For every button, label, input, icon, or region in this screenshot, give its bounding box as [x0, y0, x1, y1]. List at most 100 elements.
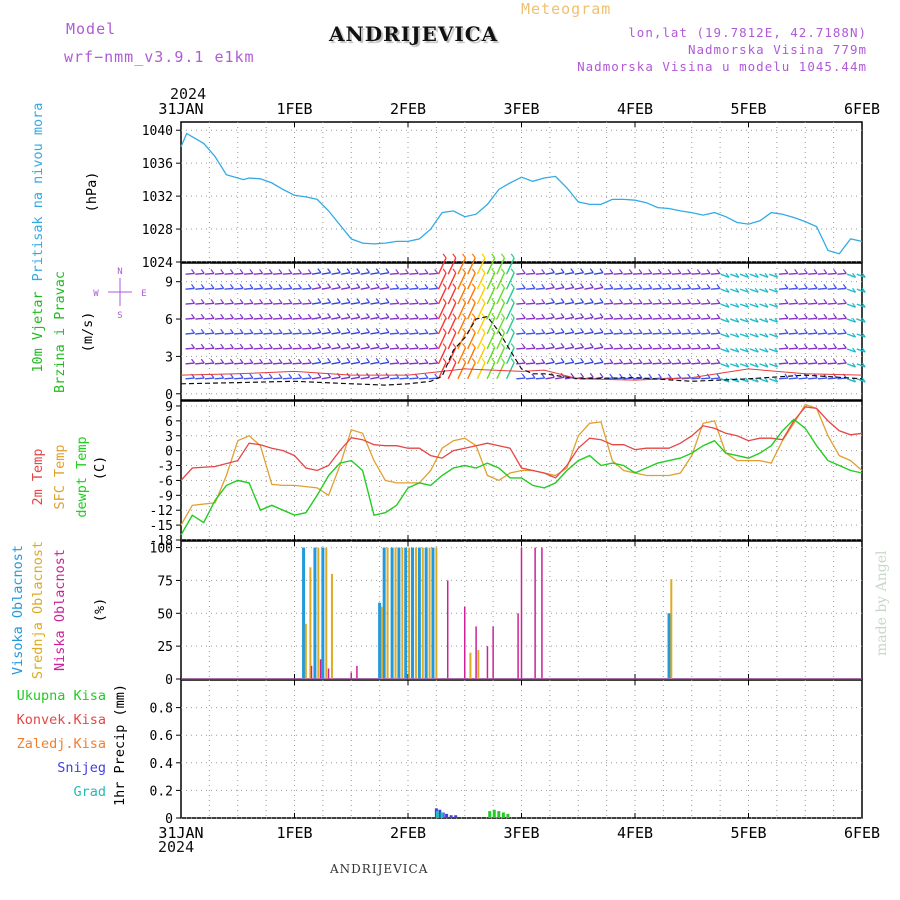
wind-barb	[195, 272, 205, 275]
wind-barb	[467, 287, 476, 305]
wind-barb-tick	[677, 358, 682, 364]
wind-barb-tick	[288, 373, 293, 379]
wind-barb-tick	[541, 313, 546, 319]
wind-barb	[447, 302, 457, 320]
wind-barb	[701, 302, 711, 305]
wind-barb-tick	[599, 268, 604, 274]
y-tick-label: 9	[165, 400, 173, 415]
wind-barb	[273, 302, 283, 305]
wind-barb	[379, 376, 390, 380]
mid-cloud-bar	[380, 606, 383, 679]
wind-barb-tick	[842, 298, 847, 304]
wind-barb-tick	[677, 343, 682, 349]
wind-barb	[535, 332, 545, 335]
dewpt-ylabel: dewpt Temp	[74, 436, 90, 517]
wind-barb	[545, 301, 555, 305]
wind-barb-tick	[580, 357, 585, 363]
y-tick-label: 0.4	[150, 757, 174, 772]
wind-barb	[574, 301, 584, 305]
wind-barb	[769, 363, 778, 368]
wind-barb-tick	[852, 287, 857, 293]
wind-barb-tick	[471, 328, 476, 333]
wind-barb	[788, 272, 798, 275]
wind-barb-tick	[317, 372, 322, 378]
wind-barb	[808, 347, 818, 350]
wind-barb-tick	[745, 272, 750, 278]
y-tick-label: -9	[157, 489, 173, 504]
precip-bar	[488, 811, 492, 818]
wind-barb	[476, 272, 486, 290]
wind-barb-tick	[560, 357, 565, 363]
wind-barb-tick	[784, 313, 789, 319]
wind-barb-tick	[434, 269, 439, 274]
wind-barb-tick	[385, 313, 390, 318]
wind-barb	[584, 286, 594, 290]
wind-barb-tick	[589, 328, 594, 333]
wind-barb	[409, 362, 419, 365]
wind-barb	[516, 272, 526, 275]
wind-barb-tick	[823, 284, 828, 289]
wind-barb	[574, 346, 584, 350]
wind-barb	[613, 272, 623, 275]
wind-barb	[243, 272, 253, 275]
wind-barb-tick	[735, 362, 740, 368]
wind-barb-tick	[249, 313, 254, 319]
wind-barb	[837, 347, 847, 350]
wind-barb-tick	[531, 269, 536, 274]
wind-barb	[642, 287, 652, 290]
wind-barb	[632, 347, 643, 350]
wind-barb-tick	[550, 298, 555, 303]
wind-barb-tick	[638, 269, 643, 274]
wind-barb-tick	[745, 317, 750, 323]
wind-barb-tick	[434, 328, 439, 334]
wind-barb-tick	[375, 268, 380, 274]
high-cloud-bar	[431, 547, 435, 679]
high-cloud-bar	[382, 547, 386, 679]
wind-barb	[594, 361, 604, 365]
wind-barb	[856, 333, 866, 338]
wind-barb-tick	[861, 272, 866, 278]
wind-barb-tick	[599, 283, 604, 288]
low-cloud-bar	[350, 672, 352, 679]
wind-barb	[846, 333, 856, 338]
wind-barb	[234, 377, 244, 380]
wind-barb-tick	[229, 313, 234, 319]
wind-barb	[788, 347, 798, 350]
wind-barb-tick	[278, 358, 283, 364]
wind-barb	[856, 303, 866, 308]
wind-barb-tick	[628, 284, 633, 289]
wind-barb	[535, 362, 545, 365]
wind-barb	[370, 376, 380, 380]
mid-cloud-bar	[670, 579, 673, 679]
wind-barb	[720, 288, 730, 293]
wind-barb	[282, 332, 292, 335]
low-cloud-bar	[319, 659, 322, 679]
high-cloud-bar	[302, 547, 306, 679]
wind-barb	[778, 302, 789, 305]
wind-barb-tick	[424, 313, 429, 319]
wind-barb	[827, 287, 837, 290]
wind-barb	[662, 302, 672, 305]
wind-barb	[856, 288, 866, 293]
wind-barb	[282, 377, 292, 380]
wind-barb	[788, 287, 798, 290]
wind-barb	[360, 271, 370, 275]
wind-barb-tick	[784, 328, 789, 334]
wind-barb-tick	[657, 373, 662, 379]
wind-barb-tick	[619, 298, 624, 304]
wind-barb	[788, 332, 798, 335]
wind-barb-tick	[706, 343, 711, 349]
wind-barb-tick	[667, 284, 672, 289]
wind-barb-tick	[259, 343, 264, 349]
wind-barb-tick	[638, 284, 643, 289]
wind-barb-tick	[510, 253, 515, 259]
wind-barb-tick	[784, 343, 789, 349]
wind-barb	[399, 377, 409, 380]
wind-barb	[195, 377, 205, 380]
wind-barb-tick	[648, 298, 653, 304]
wind-barb-tick	[405, 343, 410, 349]
wind-barb-tick	[696, 358, 701, 364]
precip-bar	[445, 813, 449, 818]
wind-barb-tick	[609, 358, 614, 364]
wind-barb-tick	[774, 332, 779, 338]
